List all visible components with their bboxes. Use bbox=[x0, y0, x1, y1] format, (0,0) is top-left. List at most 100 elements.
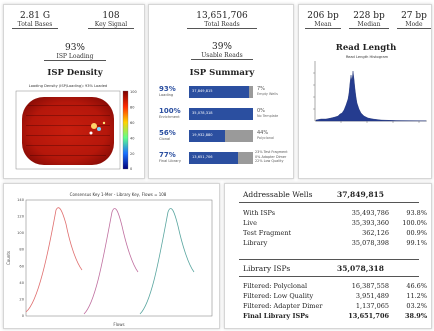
svg-text:100: 100 bbox=[130, 90, 137, 94]
summary-row-bar-fill: 37,849,815 bbox=[189, 86, 249, 98]
trace-title: Consensus Key 1-Mer - Library Key, Flows… bbox=[70, 192, 167, 197]
filter-row-count: 16,387,558 bbox=[351, 282, 389, 290]
summary-row-sublabel: Loading bbox=[159, 93, 174, 97]
filter-table: Filtered: Polyclonal 16,387,558 46.6% Filte… bbox=[241, 281, 429, 321]
summary-row-bar-track: 35,078,318 bbox=[189, 108, 253, 120]
isp-loading-label: ISP Loading bbox=[44, 53, 106, 61]
summary-row-right-sublabel: No Template bbox=[257, 114, 279, 118]
summary-row-left: 56% Clonal bbox=[159, 129, 187, 141]
usable-reads-stat: 39% Usable Reads bbox=[191, 42, 253, 60]
with-isps-row-pct: 99.1% bbox=[406, 239, 427, 247]
mean-stat: 206 bp Mean bbox=[305, 11, 341, 29]
summary-row-bar-track: 19,932,880 bbox=[189, 130, 253, 142]
svg-text:40: 40 bbox=[19, 281, 24, 285]
with-isps-table: With ISPs 35,493,786 93.8% Live 35,393,360 10… bbox=[241, 208, 429, 248]
svg-text:20: 20 bbox=[19, 297, 24, 301]
trace-curve-red bbox=[25, 207, 83, 313]
svg-text:40: 40 bbox=[130, 137, 134, 141]
isp-density-title: ISP Density bbox=[47, 68, 103, 78]
filter-row-pct: 03.2% bbox=[406, 302, 427, 310]
summary-row-right-percent: 44% bbox=[257, 130, 269, 136]
summary-row: 93% Loading 37,849,815 7% Empty Wells bbox=[149, 83, 293, 103]
addressable-divider bbox=[239, 202, 419, 203]
summary-row-bar-track: 13,651,706 bbox=[189, 152, 253, 164]
heatmap-artifacts bbox=[89, 121, 106, 135]
mean-label: Mean bbox=[305, 21, 341, 29]
heatmap-colorbar bbox=[122, 90, 129, 170]
total-bases-value: 2.81 G bbox=[19, 11, 51, 21]
svg-text:60: 60 bbox=[19, 264, 24, 268]
histogram-ticks bbox=[313, 72, 420, 123]
trace-curve-magenta bbox=[83, 208, 139, 315]
with-isps-row: Library 35,078,398 99.1% bbox=[241, 238, 429, 248]
mean-value: 206 bp bbox=[307, 11, 339, 21]
summary-row-right-sublabel: Polyclonal bbox=[257, 136, 274, 140]
library-top-divider bbox=[239, 259, 419, 260]
key-signal-label: Key Signal bbox=[88, 21, 134, 29]
summary-footnote: 22% Low Quality bbox=[255, 159, 284, 164]
summary-footnotes: 23% Test Fragment 0% Adapter Dimer 22% Low… bbox=[255, 150, 293, 164]
isp-summary-rows: 93% Loading 37,849,815 7% Empty Wells 100% Enr… bbox=[149, 83, 293, 178]
with-isps-row-pct: 100.0% bbox=[402, 219, 427, 227]
svg-text:60: 60 bbox=[130, 121, 134, 125]
trace-y-ticks: 0 20 40 60 80 100 120 140 bbox=[17, 198, 25, 318]
total-reads-stat: 13,651,706 Total Reads bbox=[187, 11, 257, 29]
summary-row-left: 77% Final Library bbox=[159, 151, 187, 163]
filter-row-label: Filtered: Adapter Dimer bbox=[243, 302, 323, 310]
histogram-subtitle: Read Length Histogram bbox=[346, 55, 389, 59]
mode-label: Mode bbox=[397, 21, 431, 29]
summary-footnote: 0% Adapter Dimer bbox=[255, 154, 287, 159]
filter-row-label: Filtered: Polyclonal bbox=[243, 282, 308, 290]
addressable-wells-header: Addressable Wells 37,849,815 bbox=[241, 190, 386, 200]
summary-row-left: 93% Loading bbox=[159, 85, 187, 97]
summary-row-percent: 93% bbox=[159, 85, 176, 93]
histogram-distribution bbox=[315, 70, 427, 122]
summary-row-bar-label: 13,651,706 bbox=[192, 155, 213, 159]
with-isps-row-label: Test Fragment bbox=[243, 229, 292, 237]
with-isps-row-label: Live bbox=[243, 219, 257, 227]
with-isps-row-label: With ISPs bbox=[243, 209, 276, 217]
isp-summary-panel: 13,651,706 Total Reads 39% Usable Reads … bbox=[148, 4, 294, 179]
read-length-title: Read Length bbox=[335, 43, 397, 53]
filter-row-label: Final Library ISPs bbox=[243, 312, 309, 320]
svg-text:80: 80 bbox=[130, 106, 134, 110]
summary-row-bar-fill: 13,651,706 bbox=[189, 152, 239, 164]
summary-row-right-percent: 7% bbox=[257, 86, 265, 92]
summary-row-percent: 56% bbox=[159, 129, 176, 137]
summary-row-percent: 77% bbox=[159, 151, 176, 159]
summary-row-right: 0% No Template bbox=[257, 108, 293, 118]
read-length-panel: 206 bp Mean 228 bp Median 27 bp Mode Rea… bbox=[298, 4, 432, 179]
filter-row-pct: 11.2% bbox=[406, 292, 427, 300]
summary-row-bar-label: 37,849,815 bbox=[192, 89, 213, 93]
filter-row-count: 1,137,065 bbox=[355, 302, 389, 310]
summary-row-sublabel: Enrichment bbox=[159, 115, 180, 119]
summary-row-bar-fill: 19,932,880 bbox=[189, 130, 225, 142]
svg-text:0: 0 bbox=[22, 314, 25, 318]
svg-text:0: 0 bbox=[130, 167, 132, 171]
library-isps-header: Library ISPs 35,078,318 bbox=[241, 264, 386, 274]
mode-stat: 27 bp Mode bbox=[397, 11, 431, 29]
isp-density-panel: 2.81 G Total Bases 108 Key Signal 93% IS… bbox=[3, 4, 145, 179]
summary-row-sublabel: Final Library bbox=[159, 159, 181, 163]
with-isps-row-pct: 00.9% bbox=[406, 229, 427, 237]
heatmap-chip bbox=[22, 97, 114, 165]
key-signal-stat: 108 Key Signal bbox=[88, 11, 134, 29]
median-stat: 228 bp Median bbox=[349, 11, 389, 29]
key-trace-chart: Consensus Key 1-Mer - Library Key, Flows… bbox=[6, 192, 213, 327]
key-trace-panel: Consensus Key 1-Mer - Library Key, Flows… bbox=[3, 183, 220, 329]
with-isps-row-count: 362,126 bbox=[362, 229, 389, 237]
trace-xlabel: Flows bbox=[113, 322, 124, 327]
summary-row-right-sublabel: Empty Wells bbox=[257, 92, 278, 96]
filter-row: Filtered: Low Quality 3,951,489 11.2% bbox=[241, 291, 429, 301]
filter-row-label: Filtered: Low Quality bbox=[243, 292, 314, 300]
summary-row: 77% Final Library 13,651,706 23% Test Fragm… bbox=[149, 149, 293, 169]
with-isps-row-count: 35,078,398 bbox=[351, 239, 389, 247]
summary-row-right-percent: 0% bbox=[257, 108, 265, 114]
summary-row-right: 7% Empty Wells bbox=[257, 86, 293, 96]
with-isps-row: Test Fragment 362,126 00.9% bbox=[241, 228, 429, 238]
total-reads-value: 13,651,706 bbox=[196, 11, 248, 21]
heatmap-texture bbox=[26, 105, 110, 156]
isp-density-heatmap: Loading Density (ISP/Loading): 93% Loade… bbox=[15, 84, 137, 171]
with-isps-row-label: Library bbox=[243, 239, 268, 247]
addressable-wells-value: 37,849,815 bbox=[337, 190, 384, 199]
